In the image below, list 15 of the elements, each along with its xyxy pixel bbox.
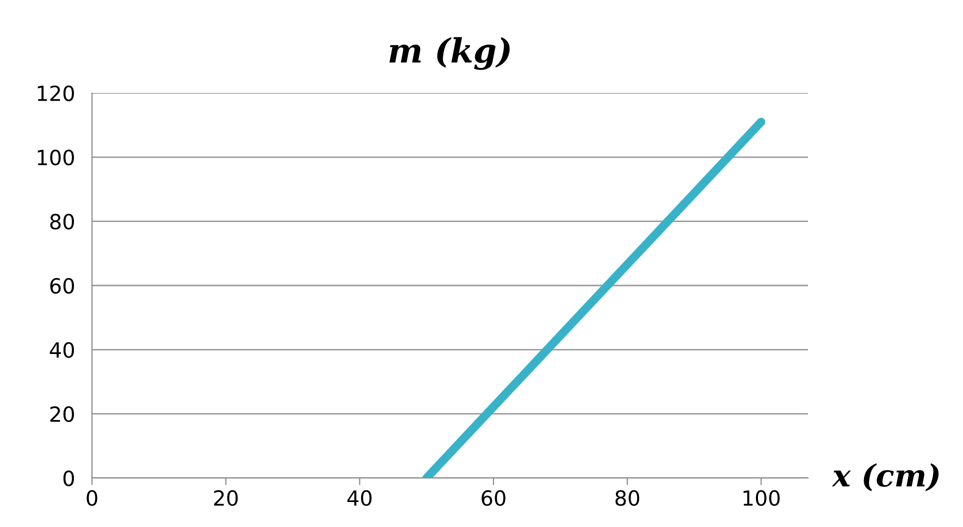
x-axis-title: x (cm) (832, 463, 939, 492)
y-tick-label: 80 (50, 214, 74, 230)
y-tick-label: 0 (63, 470, 74, 486)
chart-title: m (kg) (389, 37, 510, 70)
x-tick-label: 80 (615, 490, 640, 506)
y-tick-label: 100 (38, 150, 74, 166)
y-tick-label: 40 (50, 342, 74, 358)
y-tick-label: 60 (50, 278, 74, 294)
x-tick-label: 20 (214, 490, 238, 506)
x-tick-label: 60 (482, 490, 506, 506)
x-tick-label: 100 (744, 490, 780, 506)
x-tick-label: 40 (347, 490, 372, 506)
x-tick-label: 0 (86, 490, 98, 506)
y-tick-label: 20 (50, 406, 74, 422)
y-tick-label: 120 (38, 85, 74, 102)
